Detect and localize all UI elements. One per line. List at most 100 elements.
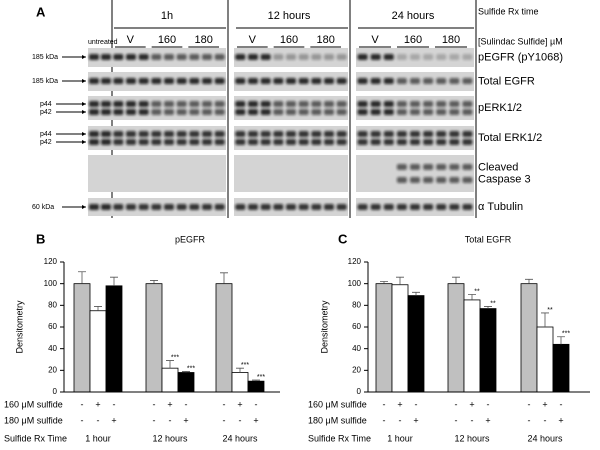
band: [214, 204, 225, 210]
sign: +: [542, 399, 547, 409]
band: [336, 54, 347, 60]
band: [298, 204, 309, 210]
band: [311, 204, 322, 210]
band: [436, 109, 447, 115]
bar: [391, 284, 409, 393]
x-tick-label: 1 hour: [387, 433, 413, 443]
band: [410, 204, 420, 210]
band: [248, 204, 258, 210]
dose-label: 160: [280, 34, 298, 46]
band: [311, 78, 322, 84]
band: [383, 131, 394, 137]
band: [126, 139, 136, 145]
error-bar: [236, 367, 244, 373]
band: [113, 139, 124, 145]
band: [324, 78, 334, 84]
row-label: α Tubulin: [478, 201, 523, 213]
band: [151, 109, 162, 115]
band: [214, 54, 225, 60]
band: [396, 131, 407, 137]
column-label: untreated: [88, 39, 118, 46]
y-tick-label: 80: [352, 300, 361, 309]
sign: -: [255, 399, 258, 409]
band: [357, 109, 368, 115]
marker-label: p42: [40, 139, 52, 146]
bar: [536, 326, 554, 393]
sign: -: [97, 415, 100, 425]
band: [336, 101, 347, 107]
band: [357, 54, 368, 60]
band: [101, 204, 111, 210]
error-bar: [182, 371, 190, 373]
band: [151, 101, 162, 107]
marker-label: p44: [40, 131, 52, 138]
sign: +: [95, 399, 100, 409]
band: [311, 131, 322, 137]
bar: [463, 299, 481, 393]
band: [214, 131, 225, 137]
band: [449, 204, 460, 210]
band: [449, 78, 460, 84]
band: [113, 204, 124, 210]
band: [202, 54, 212, 60]
blot-strip: [88, 155, 226, 192]
band: [248, 139, 258, 145]
row-label: Cleaved: [478, 161, 518, 173]
band: [336, 78, 347, 84]
x-tick-label: 24 hours: [527, 433, 563, 443]
band: [89, 139, 99, 145]
band: [202, 204, 212, 210]
bar: [479, 308, 497, 393]
significance: ***: [562, 331, 570, 338]
band: [138, 78, 149, 84]
sign: -: [223, 399, 226, 409]
band: [423, 164, 434, 170]
band: [324, 204, 334, 210]
band: [370, 109, 381, 115]
band: [311, 139, 322, 145]
band: [189, 139, 200, 145]
band: [89, 101, 99, 107]
band: [126, 54, 136, 60]
y-axis-label: Densitometry: [319, 300, 329, 354]
band: [113, 54, 124, 60]
marker-label: 60 kDa: [32, 204, 54, 211]
band: [164, 139, 174, 145]
band: [151, 139, 162, 145]
band: [410, 109, 420, 115]
header-label: [Sulindac Sulfide] µM: [478, 36, 563, 46]
arrow-head: [82, 140, 86, 144]
sign: -: [455, 415, 458, 425]
band: [449, 177, 460, 183]
error-bar: [557, 336, 565, 345]
band: [286, 109, 296, 115]
arrow-head: [82, 132, 86, 136]
band: [286, 101, 296, 107]
band: [436, 54, 447, 60]
band: [126, 204, 136, 210]
band: [449, 54, 460, 60]
band: [260, 54, 271, 60]
band: [189, 54, 200, 60]
band: [462, 54, 473, 60]
band: [324, 131, 334, 137]
sign: +: [167, 399, 172, 409]
band: [101, 139, 111, 145]
sign: -: [560, 399, 563, 409]
x-tick-label: 12 hours: [454, 433, 490, 443]
row-label: 180 μM sulfide: [308, 415, 367, 425]
band: [151, 78, 162, 84]
band: [449, 131, 460, 137]
band: [436, 78, 447, 84]
error-bar: [541, 312, 549, 327]
band: [214, 139, 225, 145]
band: [396, 78, 407, 84]
arrow-head: [82, 205, 86, 209]
band: [370, 139, 381, 145]
row-label: 160 μM sulfide: [308, 399, 367, 409]
error-bar: [380, 281, 388, 284]
arrow-head: [82, 110, 86, 114]
band: [423, 204, 434, 210]
